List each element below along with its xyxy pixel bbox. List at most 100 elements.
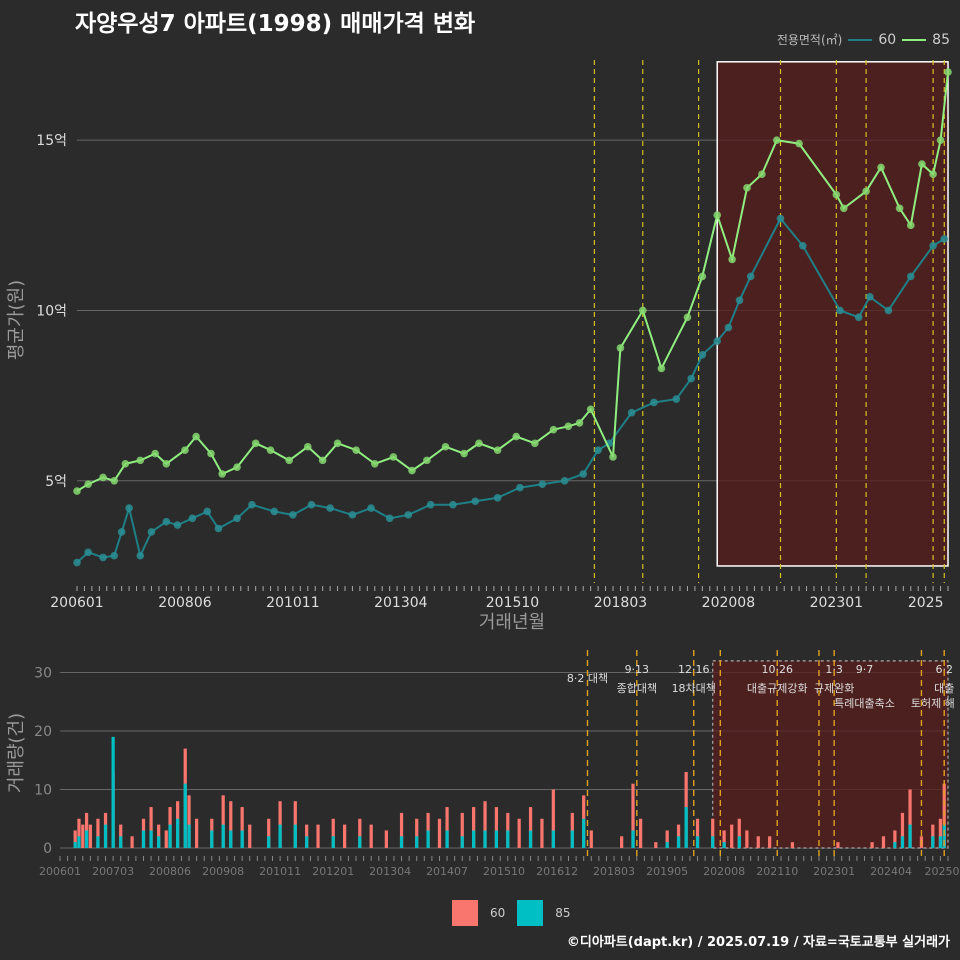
volume-bar-85	[551, 830, 555, 848]
volume-y-tick-label: 0	[43, 841, 52, 857]
volume-bar-85	[483, 830, 487, 848]
volume-bar-60	[358, 818, 362, 848]
volume-x-tick-label: 201011	[259, 865, 301, 878]
price-point-60	[125, 504, 133, 512]
volume-x-tick-label: 202404	[870, 865, 912, 878]
volume-bar-60	[73, 830, 77, 848]
volume-x-tick-label: 202301	[813, 865, 855, 878]
volume-bar-60	[551, 789, 555, 848]
volume-bar-85	[103, 824, 108, 848]
price-chart: 5억 10억 15억 200601 200806 201011 201304 201510 20…	[6, 60, 952, 633]
volume-bar-85	[908, 824, 912, 848]
price-point-85	[531, 439, 539, 448]
price-point-85	[207, 449, 215, 458]
price-point-85	[683, 313, 692, 322]
price-point-85	[233, 463, 241, 471]
price-point-85	[151, 449, 159, 458]
volume-bar-60	[494, 807, 499, 848]
legend-bottom-label-85: 85	[555, 906, 571, 920]
price-point-60	[99, 553, 107, 562]
price-point-60	[307, 500, 316, 509]
price-point-60	[248, 500, 256, 509]
volume-bar-85	[187, 824, 191, 848]
volume-bar-85	[426, 830, 430, 848]
price-point-60	[73, 558, 81, 567]
volume-bar-60	[517, 818, 521, 848]
volume-bar-60	[316, 824, 320, 848]
price-point-60	[854, 313, 863, 322]
legend-bottom-item-60[interactable]: 60	[452, 900, 505, 926]
volume-annotation-text: 18차대책	[672, 682, 716, 695]
price-point-60	[289, 511, 297, 519]
price-point-60	[203, 507, 212, 516]
price-point-85	[352, 446, 360, 454]
volume-annotation-text: 특례대출축소	[834, 697, 895, 710]
price-point-85	[192, 432, 200, 441]
volume-bar-60	[756, 836, 760, 848]
price-point-85	[698, 272, 707, 281]
volume-bar-60	[745, 830, 749, 848]
price-point-60	[713, 337, 722, 345]
volume-annotation-text: 규제완화	[814, 682, 854, 695]
price-point-85	[181, 446, 189, 454]
price-point-60	[884, 306, 893, 315]
price-point-60	[188, 514, 197, 523]
volume-bar-85	[221, 824, 225, 848]
volume-bar-60	[589, 830, 593, 848]
price-point-60	[776, 214, 785, 223]
price-point-85	[136, 456, 145, 465]
legend-item-60[interactable]: 60	[848, 32, 896, 48]
price-point-85	[475, 439, 483, 448]
price-point-85	[758, 170, 766, 179]
volume-bar-85	[582, 818, 586, 848]
price-point-60	[214, 524, 223, 533]
volume-y-tick-label: 30	[34, 666, 52, 682]
price-x-tick-label: 202008	[702, 595, 755, 611]
volume-annotation-text: 토허제 해	[911, 696, 955, 710]
legend-bottom: 60 85	[452, 900, 571, 926]
price-point-60	[84, 548, 92, 557]
price-point-85	[218, 470, 226, 478]
price-point-85	[84, 480, 92, 489]
volume-bar-85	[570, 830, 574, 848]
volume-bar-60	[229, 801, 233, 848]
volume-bar-60	[130, 836, 134, 848]
price-point-85	[906, 221, 915, 230]
volume-x-tick-label: 201201	[312, 865, 354, 878]
legend-item-85[interactable]: 85	[902, 32, 950, 48]
price-point-60	[940, 235, 949, 243]
price-point-60	[233, 514, 241, 523]
volume-bar-85	[149, 830, 153, 848]
price-point-60	[866, 293, 874, 301]
price-point-60	[516, 483, 524, 492]
volume-bar-85	[631, 830, 635, 848]
volume-bar-85	[893, 842, 897, 848]
volume-bar-85	[900, 836, 905, 848]
volume-bar-60	[369, 824, 373, 848]
volume-bar-85	[711, 836, 715, 848]
price-point-85	[616, 344, 625, 352]
volume-bar-85	[722, 842, 726, 848]
price-point-85	[121, 459, 130, 468]
price-highlight-box	[716, 61, 949, 567]
price-point-85	[657, 364, 666, 373]
volume-bar-60	[528, 807, 533, 848]
volume-bar-60	[722, 830, 726, 848]
volume-bar-60	[737, 818, 741, 848]
volume-annotation-date: 1·3	[825, 663, 843, 676]
volume-bar-60	[415, 818, 419, 848]
price-point-60	[560, 477, 569, 485]
price-point-60	[687, 374, 695, 383]
volume-bar-60	[77, 818, 81, 848]
volume-bar-85	[684, 807, 688, 848]
price-point-85	[162, 459, 171, 468]
legend-bottom-item-85[interactable]: 85	[517, 900, 571, 926]
legend-bottom-swatch-60	[452, 900, 478, 926]
volume-bar-60	[768, 836, 772, 848]
price-point-85	[918, 160, 926, 168]
volume-x-tick-label: 201905	[646, 865, 688, 878]
legend-top: 전용면적(㎡) 60 85	[777, 31, 950, 48]
volume-bar-60	[665, 830, 669, 848]
price-x-tick-label: 201510	[486, 595, 539, 611]
